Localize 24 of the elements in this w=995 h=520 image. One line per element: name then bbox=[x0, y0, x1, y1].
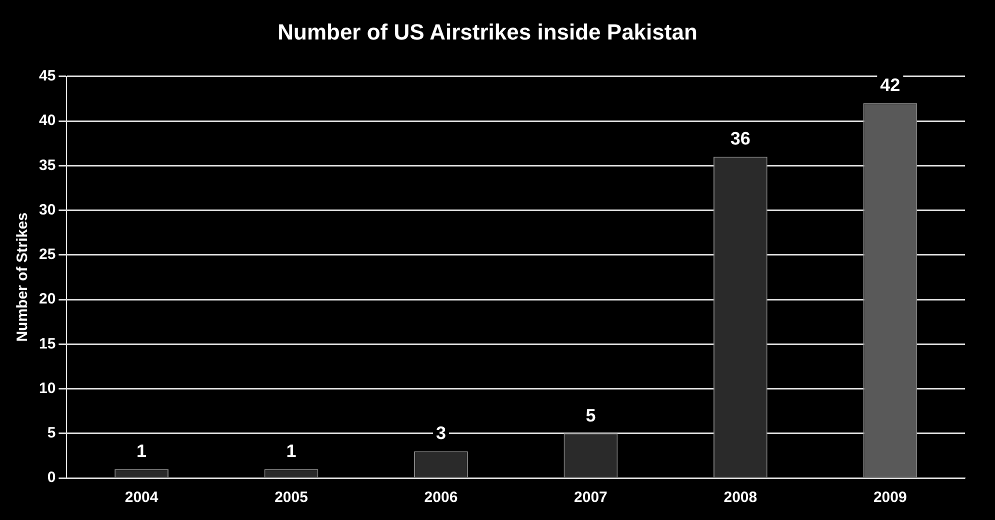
data-label: 1 bbox=[136, 441, 147, 462]
x-tick-label: 2006 bbox=[424, 489, 458, 506]
x-tick-label: 2005 bbox=[274, 489, 308, 506]
y-tick-label: 20 bbox=[38, 290, 56, 308]
data-label: 5 bbox=[586, 405, 596, 426]
y-tick-label: 10 bbox=[38, 380, 56, 397]
y-tick-label: 0 bbox=[47, 469, 56, 486]
y-tick-label: 5 bbox=[47, 424, 56, 442]
x-tick-label: 2008 bbox=[724, 489, 758, 506]
y-tick-label: 40 bbox=[38, 112, 56, 130]
data-label: 1 bbox=[286, 441, 296, 462]
x-tick-label: 2004 bbox=[124, 489, 159, 506]
y-tick-label: 15 bbox=[38, 335, 56, 352]
y-tick-label: 35 bbox=[38, 156, 56, 174]
chart-title: Number of US Airstrikes inside Pakistan bbox=[278, 19, 698, 44]
x-tick-label: 2007 bbox=[574, 489, 608, 506]
y-axis-title: Number of Strikes bbox=[14, 212, 32, 342]
y-tick-label: 25 bbox=[38, 246, 56, 264]
y-tick-label: 45 bbox=[38, 68, 56, 85]
x-tick-label: 2009 bbox=[873, 489, 907, 506]
data-label: 36 bbox=[730, 128, 750, 149]
data-label: 42 bbox=[880, 75, 900, 96]
y-tick-label: 30 bbox=[38, 201, 56, 218]
data-label: 3 bbox=[436, 423, 446, 444]
